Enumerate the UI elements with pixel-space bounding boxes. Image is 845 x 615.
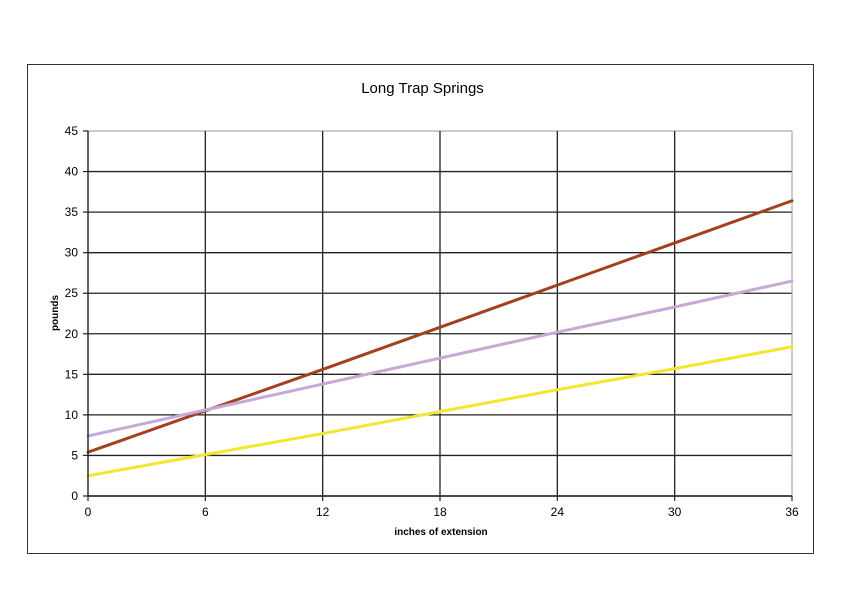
y-tick-label: 0 bbox=[71, 489, 78, 503]
x-tick-label: 0 bbox=[85, 505, 92, 519]
y-tick-label: 30 bbox=[65, 246, 79, 260]
x-axis-title: inches of extension bbox=[394, 527, 487, 538]
chart-frame bbox=[27, 64, 814, 554]
x-tick-label: 6 bbox=[202, 505, 209, 519]
x-tick-label: 12 bbox=[316, 505, 330, 519]
y-tick-label: 20 bbox=[65, 327, 79, 341]
axes bbox=[83, 130, 793, 501]
y-tick-label: 5 bbox=[71, 448, 78, 462]
x-tick-label: 24 bbox=[551, 505, 565, 519]
spring-lavender-line bbox=[86, 279, 794, 438]
y-tick-label: 40 bbox=[65, 165, 79, 179]
x-axis-tick-labels: 0 6 12 18 24 30 36 bbox=[85, 505, 799, 519]
x-tick-label: 30 bbox=[668, 505, 682, 519]
y-tick-label: 35 bbox=[65, 205, 79, 219]
y-tick-label: 45 bbox=[65, 124, 79, 138]
y-tick-label: 15 bbox=[65, 367, 79, 381]
y-tick-label: 10 bbox=[65, 408, 79, 422]
x-tick-label: 18 bbox=[433, 505, 447, 519]
chart-title: Long Trap Springs bbox=[361, 80, 484, 97]
y-axis-title: pounds bbox=[50, 295, 61, 332]
y-axis-tick-labels: 0 5 10 15 20 25 30 35 40 45 bbox=[65, 124, 79, 503]
gridlines bbox=[88, 130, 793, 497]
spring-yellow-line bbox=[86, 345, 794, 478]
x-tick-label: 36 bbox=[785, 505, 799, 519]
y-tick-label: 25 bbox=[65, 286, 79, 300]
